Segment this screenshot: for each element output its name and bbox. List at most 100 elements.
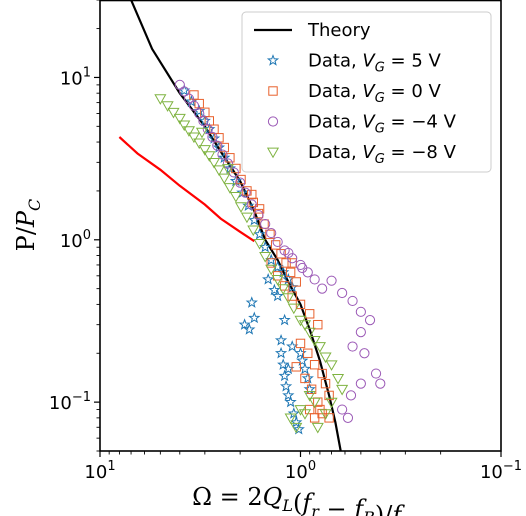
data-point-circle xyxy=(326,275,337,286)
y-tick-label: 100 xyxy=(60,228,91,252)
data-point-triangle-down xyxy=(198,145,211,156)
data-point-triangle-down xyxy=(284,413,297,425)
data-point-triangle-down xyxy=(178,120,191,132)
data-point-square xyxy=(309,360,320,370)
data-point-star xyxy=(284,395,297,408)
data-point-circle xyxy=(217,149,228,160)
data-point-square xyxy=(281,258,291,268)
data-point-square xyxy=(303,348,313,358)
data-point-triangle-down xyxy=(182,126,196,137)
data-point-triangle-down xyxy=(259,252,272,263)
data-point-circle xyxy=(246,199,257,210)
data-point-square xyxy=(276,249,286,259)
x-tick-label: 100 xyxy=(285,459,316,483)
data-point-circle xyxy=(355,327,366,338)
data-point-star xyxy=(287,407,300,419)
y-tick-label: 101 xyxy=(60,65,91,89)
legend-box xyxy=(241,11,492,173)
data-point-circle xyxy=(212,140,223,151)
data-point-square xyxy=(265,229,275,240)
data-point-square xyxy=(247,189,257,200)
data-point-triangle-down xyxy=(319,409,332,420)
data-point-circle xyxy=(359,348,370,359)
data-point-triangle-down xyxy=(221,164,235,175)
data-point-square xyxy=(279,281,290,291)
data-point-triangle-down xyxy=(303,391,316,402)
x-axis-label: Ω = 2QL(fr − fB)/fr xyxy=(192,483,410,516)
data-point-triangle-down xyxy=(308,336,321,347)
data-point-circle xyxy=(355,306,366,317)
data-point-triangle-down xyxy=(203,151,216,162)
data-point-square xyxy=(320,378,331,389)
data-point-triangle-down xyxy=(298,320,312,331)
data-point-circle xyxy=(179,86,190,97)
data-point-circle xyxy=(347,295,358,307)
data-point-triangle-down xyxy=(253,239,266,250)
data-point-square xyxy=(194,98,204,109)
data-point-star xyxy=(279,379,293,392)
data-point-triangle-down xyxy=(193,138,206,150)
data-point-circle xyxy=(364,315,376,326)
data-point-circle xyxy=(337,404,348,415)
data-point-square xyxy=(309,413,320,423)
data-point-square xyxy=(291,277,301,287)
axis-ticks: 101 100 10−1 101 100 10−1 xyxy=(49,0,522,483)
data-point-triangle-down xyxy=(313,342,326,353)
data-point-square xyxy=(317,368,327,379)
data-point-star xyxy=(294,346,307,359)
data-point-triangle-down xyxy=(308,397,321,409)
data-point-star xyxy=(290,415,303,428)
data-point-square xyxy=(214,133,224,143)
data-point-circle xyxy=(174,79,185,90)
data-point-square xyxy=(242,186,252,196)
data-point-triangle-down xyxy=(325,397,338,409)
data-point-triangle-down xyxy=(223,183,236,194)
data-point-triangle-down xyxy=(331,374,345,385)
data-point-square xyxy=(219,142,229,153)
data-point-square xyxy=(266,258,276,268)
data-point-star xyxy=(207,132,221,144)
data-point-star xyxy=(298,362,312,375)
data-point-triangle-down xyxy=(282,293,295,304)
data-point-star xyxy=(243,323,256,335)
data-point-triangle-down xyxy=(154,94,167,105)
data-point-circle xyxy=(279,245,290,256)
legend-label: Data, VG = −4 V xyxy=(308,112,457,137)
data-point-circle xyxy=(183,93,195,104)
data-point-circle xyxy=(283,247,294,259)
data-point-triangle-down xyxy=(294,405,307,416)
data-point-triangle-down xyxy=(240,212,253,224)
data-point-triangle-down xyxy=(271,275,284,286)
data-point-triangle-down xyxy=(234,202,248,213)
x-tick-label: 101 xyxy=(84,459,115,483)
data-point-star xyxy=(292,422,305,435)
legend: Theory Data, VG = 5 V Data, VG = 0 V Data, … xyxy=(241,11,492,173)
data-point-square xyxy=(313,319,323,330)
data-point-star xyxy=(278,369,291,382)
data-point-square xyxy=(304,309,315,319)
data-point-star xyxy=(203,122,216,135)
data-point-square xyxy=(295,338,306,349)
data-point-square xyxy=(248,197,258,208)
legend-label: Data, VG = 5 V xyxy=(308,51,442,76)
data-point-circle xyxy=(342,412,354,423)
data-point-circle xyxy=(370,368,382,379)
data-point-star xyxy=(274,346,288,359)
data-point-star xyxy=(271,289,284,302)
data-point-circle xyxy=(295,259,306,271)
data-point-triangle-down xyxy=(336,384,349,396)
markers-layer xyxy=(154,79,386,435)
legend-label: Data, VG = −8 V xyxy=(308,142,457,167)
data-point-triangle-down xyxy=(303,327,316,339)
data-point-circle xyxy=(297,262,308,274)
data-point-star xyxy=(286,340,299,352)
data-point-circle xyxy=(337,287,348,299)
data-point-star xyxy=(238,318,251,330)
data-point-circle xyxy=(222,158,234,169)
data-point-circle xyxy=(266,227,277,239)
data-point-star xyxy=(274,333,288,346)
data-point-triangle-down xyxy=(161,101,174,112)
legend-label: Theory xyxy=(307,20,371,41)
data-point-circle xyxy=(260,218,271,230)
data-point-square xyxy=(254,204,265,214)
